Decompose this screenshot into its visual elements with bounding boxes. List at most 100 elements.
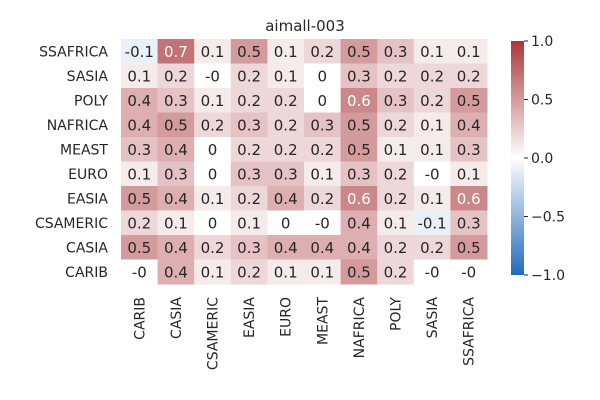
cell-value-label: 0.2 [384, 239, 408, 257]
y-tick-label: MEAST [60, 142, 108, 158]
cell-value-label: 0.2 [274, 92, 298, 110]
cell-value-label: 0.4 [347, 239, 371, 257]
heatmap-cell [157, 186, 195, 211]
cell-value-label: 0.3 [384, 43, 408, 61]
heatmap-cell [157, 88, 195, 113]
cell-value-label: -0 [425, 263, 440, 281]
cell-value-label: 0.2 [237, 67, 261, 85]
cell-value-label: 0.2 [310, 141, 334, 159]
heatmap-cell [157, 39, 195, 64]
cell-value-label: 0.3 [164, 92, 188, 110]
cell-value-label: 0.1 [237, 214, 261, 232]
cell-value-label: -0.1 [125, 43, 154, 61]
cell-value-label: 0.4 [164, 141, 188, 159]
cell-value-label: 0.4 [164, 190, 188, 208]
heatmap-cell [377, 63, 415, 89]
cell-value-label: 0.2 [164, 67, 188, 85]
cell-value-label: 0.5 [164, 116, 188, 134]
heatmap-cell [377, 112, 415, 138]
cell-value-label: 0.1 [201, 92, 225, 110]
heatmap-cell [267, 259, 305, 285]
cell-value-label: 0.6 [347, 92, 371, 110]
cell-value-label: 0.2 [237, 190, 261, 208]
cell-value-label: 0.2 [384, 116, 408, 134]
cell-value-label: -0 [205, 67, 220, 85]
cell-value-label: 0.2 [237, 263, 261, 281]
cell-value-label: 0.1 [201, 43, 225, 61]
heatmap-cell [304, 161, 342, 187]
heatmap-cell [230, 186, 268, 211]
y-tick-label: CARIB [65, 265, 108, 281]
heatmap-cell [340, 88, 378, 113]
cell-value-label: 0.4 [127, 92, 151, 110]
cell-value-label: 0.4 [274, 190, 298, 208]
heatmap-cell [121, 235, 159, 260]
cell-value-label: 0.3 [310, 116, 334, 134]
heatmap-cell [377, 235, 415, 260]
heatmap-cell [304, 235, 342, 260]
colorbar-tick-label: 0.0 [531, 151, 553, 167]
heatmap-cell [377, 186, 415, 211]
cell-value-label: 0.2 [384, 67, 408, 85]
y-tick-label: SSAFRICA [39, 44, 108, 60]
cell-value-label: 0.3 [347, 67, 371, 85]
heatmap-cell [267, 88, 305, 113]
cell-value-label: 0.1 [201, 190, 225, 208]
heatmap-cell [450, 137, 488, 162]
heatmap-cell [413, 63, 451, 89]
heatmap-cell [121, 63, 159, 89]
x-axis-tick-labels: CARIB CASIA CSAMERIC EASIA EURO MEAST NAFRICA P… [132, 297, 477, 370]
heatmap-cell [413, 137, 451, 162]
heatmap-cells [121, 39, 488, 285]
cell-value-label: 0.5 [237, 43, 261, 61]
cell-value-label: 0.2 [201, 239, 225, 257]
heatmap-cell [304, 39, 342, 64]
heatmap-cell [413, 235, 451, 260]
heatmap-cell [340, 39, 378, 64]
heatmap-cell [377, 210, 415, 236]
heatmap-cell [450, 39, 488, 64]
heatmap-cell [340, 186, 378, 211]
cell-value-label: 0.4 [274, 239, 298, 257]
y-tick-label: SASIA [67, 69, 109, 85]
cell-value-label: 0.3 [237, 165, 261, 183]
heatmap-cell [304, 112, 342, 138]
cell-value-label: 0.4 [127, 116, 151, 134]
cell-value-label: 0.1 [310, 263, 334, 281]
cell-value-label: 0.3 [127, 141, 151, 159]
cell-value-label: 0.2 [274, 116, 298, 134]
cell-value-label: 0.3 [347, 165, 371, 183]
cell-value-label: 0.2 [274, 141, 298, 159]
heatmap-cell [121, 161, 159, 187]
x-tick-label: SSAFRICA [462, 297, 478, 366]
heatmap-cell [194, 161, 232, 187]
heatmap-cell [413, 259, 451, 285]
cell-value-label: 0.1 [420, 43, 444, 61]
cell-value-label: 0.1 [457, 165, 481, 183]
cell-value-label: 0.3 [457, 141, 481, 159]
cell-value-label: 0.1 [274, 263, 298, 281]
cell-value-label: 0.5 [347, 141, 371, 159]
heatmap-cell [121, 259, 159, 285]
heatmap-cell [340, 259, 378, 285]
heatmap-cell [230, 161, 268, 187]
cell-value-label: 0.3 [384, 92, 408, 110]
heatmap-cell [413, 39, 451, 64]
heatmap-cell [413, 161, 451, 187]
cell-value-label: 0.5 [457, 92, 481, 110]
cell-value-label: 0.2 [420, 239, 444, 257]
y-tick-label: NAFRICA [47, 118, 109, 134]
cell-value-label: 0.1 [310, 165, 334, 183]
cell-value-label: 0 [208, 214, 218, 232]
cell-value-label: 0.1 [164, 214, 188, 232]
cell-value-label: 0.2 [201, 116, 225, 134]
y-axis-tick-labels: SSAFRICA SASIA POLY NAFRICA MEAST EURO EASIA CS… [35, 44, 108, 281]
cell-value-label: 0.4 [347, 214, 371, 232]
cell-value-label: 0.5 [127, 239, 151, 257]
cell-value-label: 0.5 [347, 263, 371, 281]
heatmap-cell [340, 210, 378, 236]
heatmap-cell [194, 235, 232, 260]
x-tick-label: EURO [279, 297, 295, 337]
heatmap-cell [450, 63, 488, 89]
